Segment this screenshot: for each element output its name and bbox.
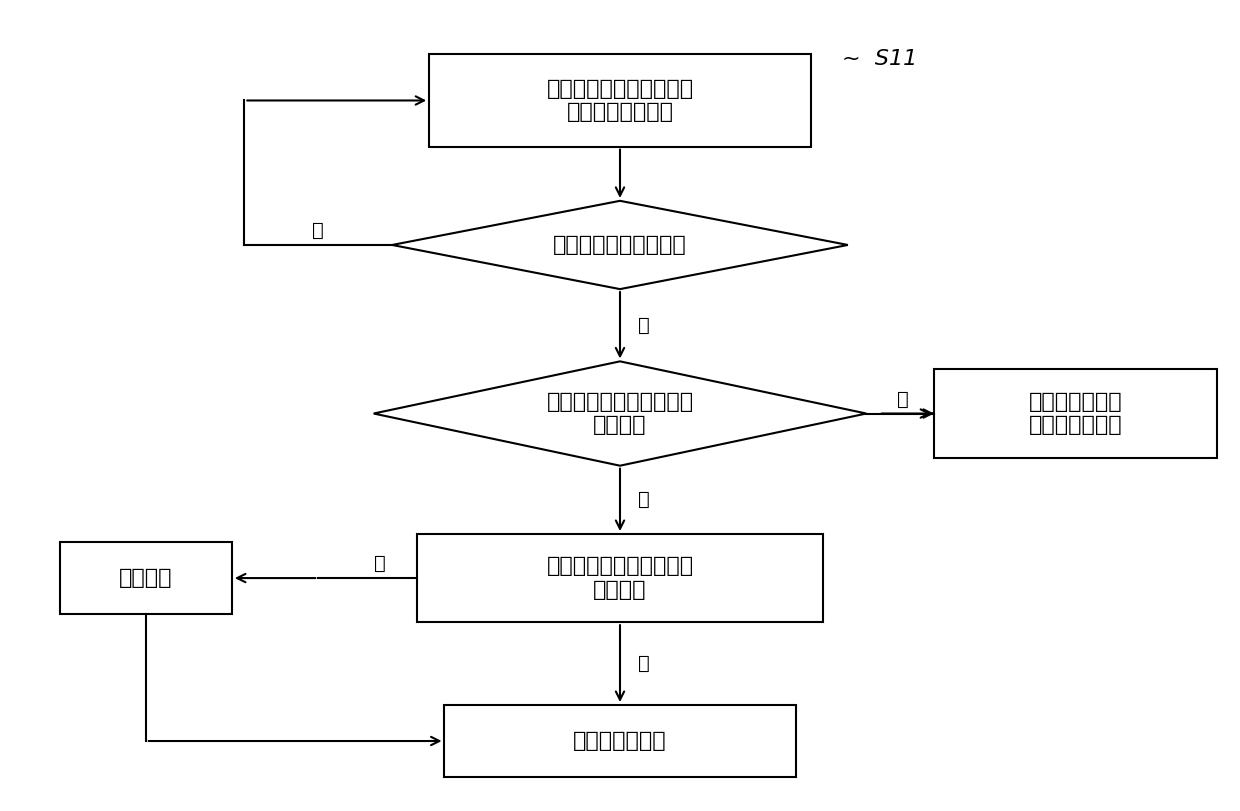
Text: 进入防起雾模式: 进入防起雾模式 bbox=[573, 731, 667, 751]
Bar bbox=[417, 534, 823, 622]
Bar bbox=[60, 542, 232, 614]
Polygon shape bbox=[392, 201, 848, 289]
Text: 是: 是 bbox=[639, 654, 650, 673]
Text: 判断中控装置死机前空调
是否开启: 判断中控装置死机前空调 是否开启 bbox=[547, 556, 693, 599]
Text: 是: 是 bbox=[639, 491, 650, 509]
Bar bbox=[934, 369, 1218, 457]
Text: 否: 否 bbox=[897, 389, 909, 409]
Text: 保持中控装置死
机前的空调参数: 保持中控装置死 机前的空调参数 bbox=[1029, 392, 1122, 436]
Bar bbox=[429, 54, 811, 147]
Text: 获取中控装置与空调控制
器之间的通讯信息: 获取中控装置与空调控制 器之间的通讯信息 bbox=[547, 79, 693, 122]
Text: ~  S11: ~ S11 bbox=[842, 49, 916, 69]
Text: 是: 是 bbox=[639, 315, 650, 335]
Text: 开启空调: 开启空调 bbox=[119, 568, 172, 588]
Polygon shape bbox=[373, 362, 867, 466]
Text: 否: 否 bbox=[312, 221, 324, 240]
Bar bbox=[444, 705, 796, 777]
Text: 判断车内湿度是否达到起
雾临界值: 判断车内湿度是否达到起 雾临界值 bbox=[547, 392, 693, 436]
Text: 否: 否 bbox=[374, 554, 386, 573]
Text: 判断中控装置是否死机: 判断中控装置是否死机 bbox=[553, 235, 687, 255]
